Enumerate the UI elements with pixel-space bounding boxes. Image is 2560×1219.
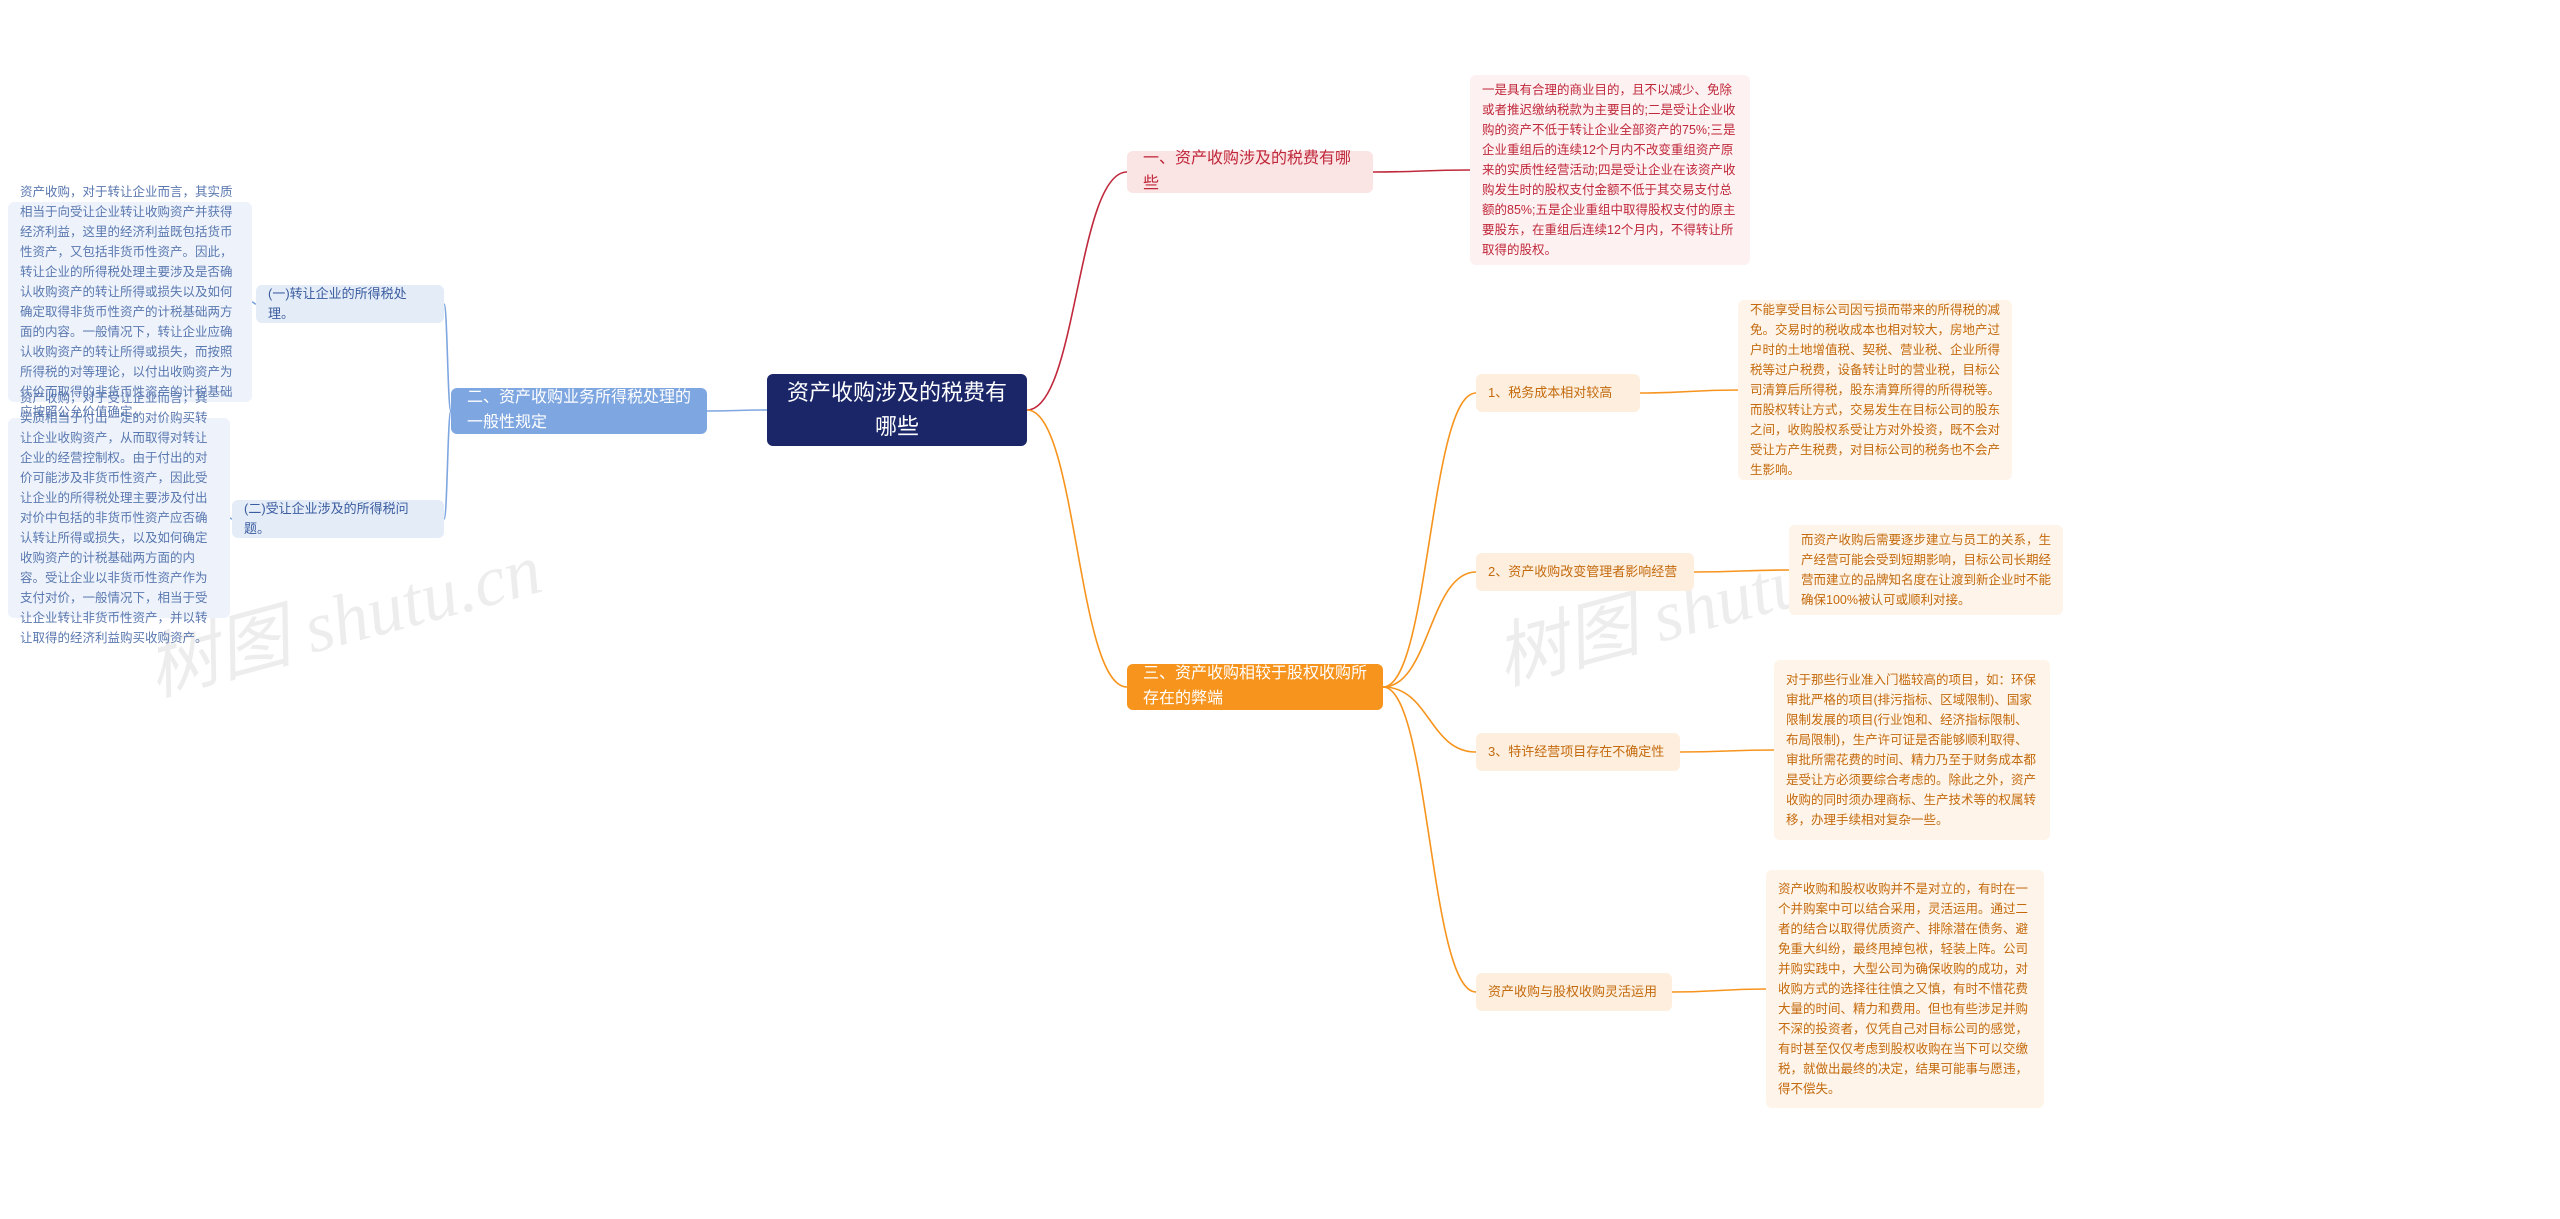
branch-1[interactable]: 一、资产收购涉及的税费有哪些 [1127, 151, 1373, 193]
branch-3-child-4-desc: 资产收购和股权收购并不是对立的，有时在一个并购案中可以结合采用，灵活运用。通过二… [1766, 870, 2044, 1108]
branch-3-child-4[interactable]: 资产收购与股权收购灵活运用 [1476, 973, 1672, 1011]
branch-2[interactable]: 二、资产收购业务所得税处理的一般性规定 [451, 388, 707, 434]
branch-3[interactable]: 三、资产收购相较于股权收购所存在的弊端 [1127, 664, 1383, 710]
branch-3-child-3-desc: 对于那些行业准入门槛较高的项目，如：环保审批严格的项目(排污指标、区域限制)、国… [1774, 660, 2050, 840]
branch-2-child-2-desc: 资产收购，对于受让企业而言，其实质相当于付出一定的对价购买转让企业收购资产，从而… [8, 418, 230, 618]
branch-3-child-2[interactable]: 2、资产收购改变管理者影响经营 [1476, 553, 1694, 591]
branch-3-child-1[interactable]: 1、税务成本相对较高 [1476, 374, 1640, 412]
branch-2-child-1[interactable]: (一)转让企业的所得税处理。 [256, 285, 444, 323]
branch-2-child-2[interactable]: (二)受让企业涉及的所得税问题。 [232, 500, 444, 538]
branch-2-child-1-desc: 资产收购，对于转让企业而言，其实质相当于向受让企业转让收购资产并获得经济利益，这… [8, 202, 252, 402]
watermark-2: 树图 shutu [1482, 521, 1816, 705]
branch-3-child-2-desc: 而资产收购后需要逐步建立与员工的关系，生产经营可能会受到短期影响，目标公司长期经… [1789, 525, 2063, 615]
branch-3-child-3[interactable]: 3、特许经营项目存在不确定性 [1476, 733, 1680, 771]
branch-3-child-1-desc: 不能享受目标公司因亏损而带来的所得税的减免。交易时的税收成本也相对较大，房地产过… [1738, 300, 2012, 480]
branch-1-desc: 一是具有合理的商业目的，且不以减少、免除或者推迟缴纳税款为主要目的;二是受让企业… [1470, 75, 1750, 265]
root-node[interactable]: 资产收购涉及的税费有哪些 [767, 374, 1027, 446]
